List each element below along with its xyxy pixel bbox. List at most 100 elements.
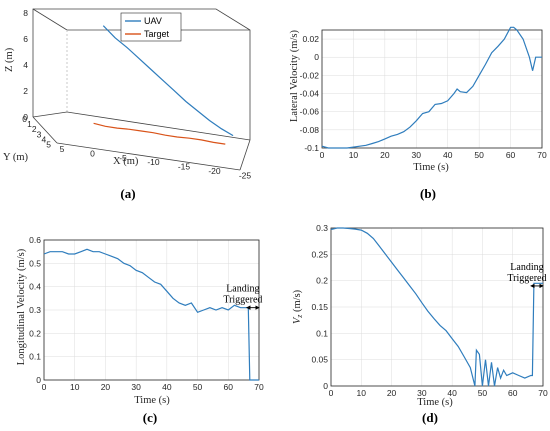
panel-c-ytick-0: 0: [36, 375, 41, 385]
panel-b-xtick-6: 60: [506, 150, 516, 160]
panel-b-xtick-1: 10: [349, 150, 359, 160]
panel-d-xtick-5: 50: [478, 388, 488, 398]
panel-b-ytick-4: -0.02: [300, 70, 320, 80]
panel-c-ylabel: Longitudinal Velocity (m/s): [16, 248, 27, 365]
panel-b-xtick-3: 30: [412, 150, 422, 160]
panel-d-xtick-1: 10: [357, 388, 367, 398]
panel-c-xtick-7: 70: [254, 382, 264, 392]
panel-c-ytick-1: 0.1: [29, 352, 41, 362]
panel-a-xtick-3: -10: [147, 157, 160, 167]
panel-d-axes-frame: [330, 227, 544, 387]
panel-d-xtick-6: 60: [508, 388, 518, 398]
panel-c-xtick-0: 0: [42, 382, 47, 392]
panel-c-xtick-6: 60: [224, 382, 234, 392]
panel-c-caption: (c): [143, 410, 157, 425]
panel-d-xtick-2: 20: [387, 388, 397, 398]
panel-b-xtick-7: 70: [537, 150, 547, 160]
panel-d-tick-labels: 0 10 20 30 40 50 60 70 0 0.05 0.1 0.15 0.2 0.25 0.3: [311, 223, 548, 398]
panel-d-ytick-1: 0.05: [311, 355, 328, 365]
panel-b-grid: [321, 30, 543, 149]
panel-a-zlabel: Z (m): [4, 47, 15, 72]
panel-c-ytick-3: 0.3: [29, 305, 41, 315]
panel-c-tick-labels: 0 10 20 30 40 50 60 70 0 0.1 0.2 0.3 0.4 0.5 0.6: [29, 235, 264, 392]
panel-c-velocity-line: [43, 248, 259, 381]
panel-a-ytick-3: 3: [37, 129, 42, 139]
panel-a-ytick-2: 2: [32, 124, 37, 134]
panel-c-ytick-4: 0.4: [29, 282, 41, 292]
panel-c-xtick-3: 30: [131, 382, 141, 392]
panel-d: 0 10 20 30 40 50 60 70 0 0.05 0.1 0.15 0.2 0.25 0.3 La…: [292, 223, 548, 425]
panel-c-annotation-line1: Landing: [226, 284, 259, 295]
panel-a-xtick-4: -15: [178, 162, 191, 172]
panel-d-xtick-3: 30: [417, 388, 427, 398]
panel-a-ytick-4: 4: [41, 134, 46, 144]
panel-b-tick-labels: 0 10 20 30 40 50 60 70 -0.1 -0.08 -0.06 -0.04 -0.02 0…: [300, 34, 547, 160]
panel-d-ytick-4: 0.2: [316, 276, 328, 286]
panel-b-axes-frame: [321, 29, 543, 149]
panel-c: 0 10 20 30 40 50 60 70 0 0.1 0.2 0.3 0.4 0.5 0.6 Landi…: [16, 235, 264, 425]
panel-c-annotation-line2: Triggered: [223, 295, 262, 306]
panel-a-ztick-1: 2: [23, 86, 28, 96]
panel-a-xtick-1: 0: [90, 148, 95, 158]
panel-b-ytick-1: -0.08: [300, 125, 320, 135]
panel-d-grid: [330, 227, 544, 387]
panel-a-legend-box: [120, 12, 182, 42]
panel-b-xtick-5: 50: [474, 150, 484, 160]
panel-d-caption: (d): [422, 410, 438, 425]
panel-b-ytick-0: -0.1: [304, 143, 319, 153]
panel-b-ytick-2: -0.06: [300, 107, 320, 117]
panel-d-ytick-3: 0.15: [311, 302, 328, 312]
panel-d-xtick-7: 70: [538, 388, 548, 398]
panel-d-ytick-2: 0.1: [316, 328, 328, 338]
panel-c-xtick-4: 40: [162, 382, 172, 392]
panel-b-xtick-2: 20: [380, 150, 390, 160]
panel-d-annotation-line1: Landing: [510, 262, 543, 273]
panel-c-ytick-5: 0.5: [29, 258, 41, 268]
panel-a-uav-line: [102, 25, 234, 137]
panel-a-xtick-5: -20: [208, 166, 221, 176]
panel-b-xtick-4: 40: [443, 150, 453, 160]
panel-a-ztick-0: 0: [23, 112, 28, 122]
panel-a-legend: UAV Target: [120, 12, 182, 42]
panel-b-ytick-3: -0.04: [300, 89, 320, 99]
panel-d-ylabel: Vz (m/s): [292, 289, 304, 324]
panel-d-landing-annotation: Landing Triggered: [507, 262, 546, 289]
panel-a-caption: (a): [120, 186, 135, 201]
panel-c-landing-annotation: Landing Triggered: [223, 284, 262, 310]
panel-d-xtick-4: 40: [447, 388, 457, 398]
panel-c-xtick-5: 50: [193, 382, 203, 392]
panel-a-xlabel: X (m): [113, 156, 139, 167]
panel-b-ytick-6: 0.02: [302, 34, 319, 44]
panel-a-xtick-6: -25: [239, 170, 252, 180]
panel-a-ytick-5: 5: [46, 140, 51, 150]
panel-d-xtick-0: 0: [329, 388, 334, 398]
panel-a-ylabel: Y (m): [3, 152, 28, 163]
panel-c-xtick-2: 20: [101, 382, 111, 392]
panel-b: 0 10 20 30 40 50 60 70 -0.1 -0.08 -0.06 -0.04 -0.02 0…: [289, 26, 547, 201]
panel-a-ztick-4: 8: [23, 8, 28, 18]
panel-b-caption: (b): [420, 186, 436, 201]
panel-d-ytick-6: 0.3: [316, 223, 328, 233]
panel-a-ztick-3: 6: [23, 34, 28, 44]
panel-c-ytick-6: 0.6: [29, 235, 41, 245]
panel-b-xlabel: Time (s): [413, 162, 449, 173]
panel-d-ytick-5: 0.25: [311, 249, 328, 259]
panel-a-xtick-2: -5: [119, 153, 127, 163]
panel-c-axes-frame: [43, 239, 260, 381]
panel-b-velocity-line: [321, 26, 542, 149]
panel-d-vz-line: [330, 227, 543, 387]
panel-b-ylabel: Lateral Velocity (m/s): [289, 30, 300, 122]
panel-d-ytick-0: 0: [323, 381, 328, 391]
panel-c-ytick-2: 0.2: [29, 328, 41, 338]
panel-b-xtick-0: 0: [320, 150, 325, 160]
panel-a-xtick-0: 5: [60, 144, 65, 154]
panel-d-annotation-line2: Triggered: [507, 273, 546, 284]
panel-a-ytick-0: 0: [22, 114, 27, 124]
panel-a-ztick-2: 4: [23, 60, 28, 70]
panel-c-xtick-1: 10: [70, 382, 80, 392]
panel-c-xlabel: Time (s): [134, 395, 170, 406]
panel-d-xlabel: Time (s): [417, 397, 453, 408]
